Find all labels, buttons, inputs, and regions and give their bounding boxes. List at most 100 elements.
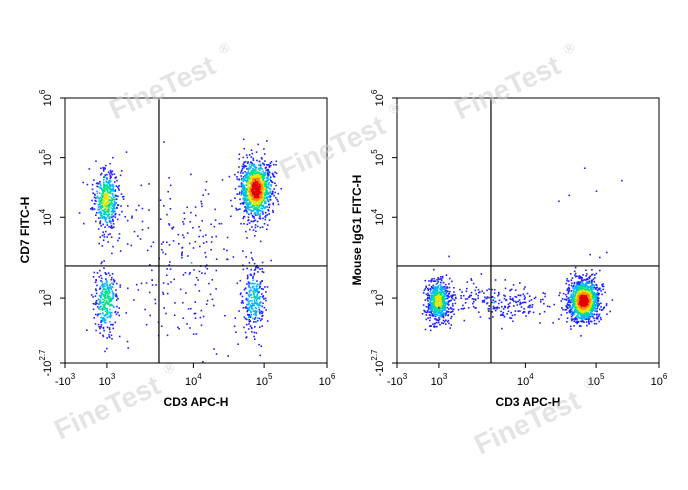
- event-dot: [250, 304, 253, 307]
- event-dot: [580, 296, 582, 299]
- event-dot: [606, 251, 608, 254]
- event-dot: [263, 176, 265, 179]
- event-dot: [429, 299, 432, 302]
- event-dot: [254, 224, 257, 226]
- event-dot: [113, 199, 116, 201]
- event-dot: [440, 279, 443, 282]
- event-dot: [511, 314, 514, 317]
- event-dot: [440, 303, 442, 305]
- event-dot: [115, 299, 118, 301]
- event-dot: [491, 301, 493, 304]
- event-dot: [431, 298, 434, 301]
- event-dot: [107, 214, 109, 216]
- event-dot: [98, 301, 101, 303]
- event-dot: [574, 318, 577, 321]
- event-dot: [258, 213, 260, 216]
- event-dot: [475, 286, 478, 289]
- event-dot: [427, 292, 429, 295]
- event-dot: [256, 214, 259, 216]
- event-dot: [568, 300, 570, 302]
- event-dot: [579, 284, 581, 287]
- event-dot: [474, 307, 477, 309]
- event-dot: [112, 305, 115, 308]
- event-dot: [585, 312, 588, 314]
- event-dot: [578, 303, 580, 305]
- event-dot: [251, 206, 253, 208]
- event-dot: [433, 300, 436, 303]
- event-dot: [529, 306, 531, 309]
- event-dot: [266, 224, 269, 226]
- event-dot: [104, 295, 106, 298]
- event-dot: [588, 317, 591, 320]
- event-dot: [565, 293, 567, 296]
- event-dot: [95, 182, 98, 185]
- event-dot: [515, 300, 517, 303]
- event-dot: [572, 284, 575, 287]
- event-dot: [252, 277, 254, 279]
- event-dot: [566, 279, 568, 282]
- event-dot: [106, 173, 108, 176]
- event-dot: [543, 310, 546, 313]
- event-dot: [246, 206, 248, 209]
- event-dot: [243, 326, 245, 329]
- event-dot: [266, 193, 269, 196]
- event-dot: [582, 310, 584, 313]
- event-dot: [580, 317, 583, 320]
- event-dot: [539, 322, 541, 324]
- event-dot: [162, 293, 165, 295]
- event-dot: [517, 310, 519, 312]
- event-dot: [492, 316, 494, 318]
- event-dot: [105, 195, 107, 197]
- event-dot: [501, 305, 503, 308]
- event-dot: [591, 310, 593, 312]
- event-dot: [597, 295, 599, 297]
- event-dot: [512, 284, 515, 286]
- event-dot: [577, 299, 580, 302]
- event-dot: [261, 158, 263, 160]
- event-dot: [427, 297, 429, 299]
- event-dot: [444, 298, 446, 300]
- event-dot: [245, 256, 247, 258]
- event-dot: [104, 319, 107, 321]
- event-dot: [99, 206, 102, 209]
- event-dot: [259, 268, 261, 270]
- event-dot: [586, 291, 589, 294]
- event-dot: [238, 193, 240, 195]
- event-dot: [527, 312, 530, 314]
- event-dot: [487, 308, 490, 310]
- event-dot: [252, 168, 254, 170]
- event-dot: [188, 273, 191, 275]
- event-dot: [593, 317, 595, 320]
- event-dot: [277, 203, 280, 206]
- event-dot: [246, 299, 249, 302]
- event-dot: [479, 291, 481, 293]
- event-dot: [427, 305, 430, 307]
- event-dot: [253, 289, 255, 292]
- event-dot: [115, 313, 118, 316]
- event-dot: [145, 282, 148, 284]
- event-dot: [103, 314, 106, 317]
- event-dot: [257, 201, 260, 203]
- event-dot: [602, 283, 604, 285]
- event-dot: [437, 319, 439, 321]
- event-dot: [483, 301, 486, 303]
- event-dot: [591, 273, 593, 276]
- event-dot: [102, 239, 105, 242]
- event-dot: [583, 321, 585, 323]
- event-dot: [243, 187, 246, 189]
- event-dot: [244, 179, 246, 182]
- event-dot: [575, 304, 577, 307]
- event-dot: [434, 315, 437, 318]
- event-dot: [115, 176, 117, 178]
- event-dot: [103, 287, 105, 289]
- event-dot: [106, 337, 108, 339]
- event-dot: [432, 307, 435, 310]
- event-dot: [104, 302, 106, 305]
- event-dot: [244, 174, 246, 177]
- event-dot: [440, 289, 442, 291]
- event-dot: [112, 223, 115, 225]
- event-dot: [232, 256, 235, 258]
- event-dot: [524, 301, 527, 304]
- event-dot: [258, 201, 261, 204]
- event-dot: [441, 322, 443, 324]
